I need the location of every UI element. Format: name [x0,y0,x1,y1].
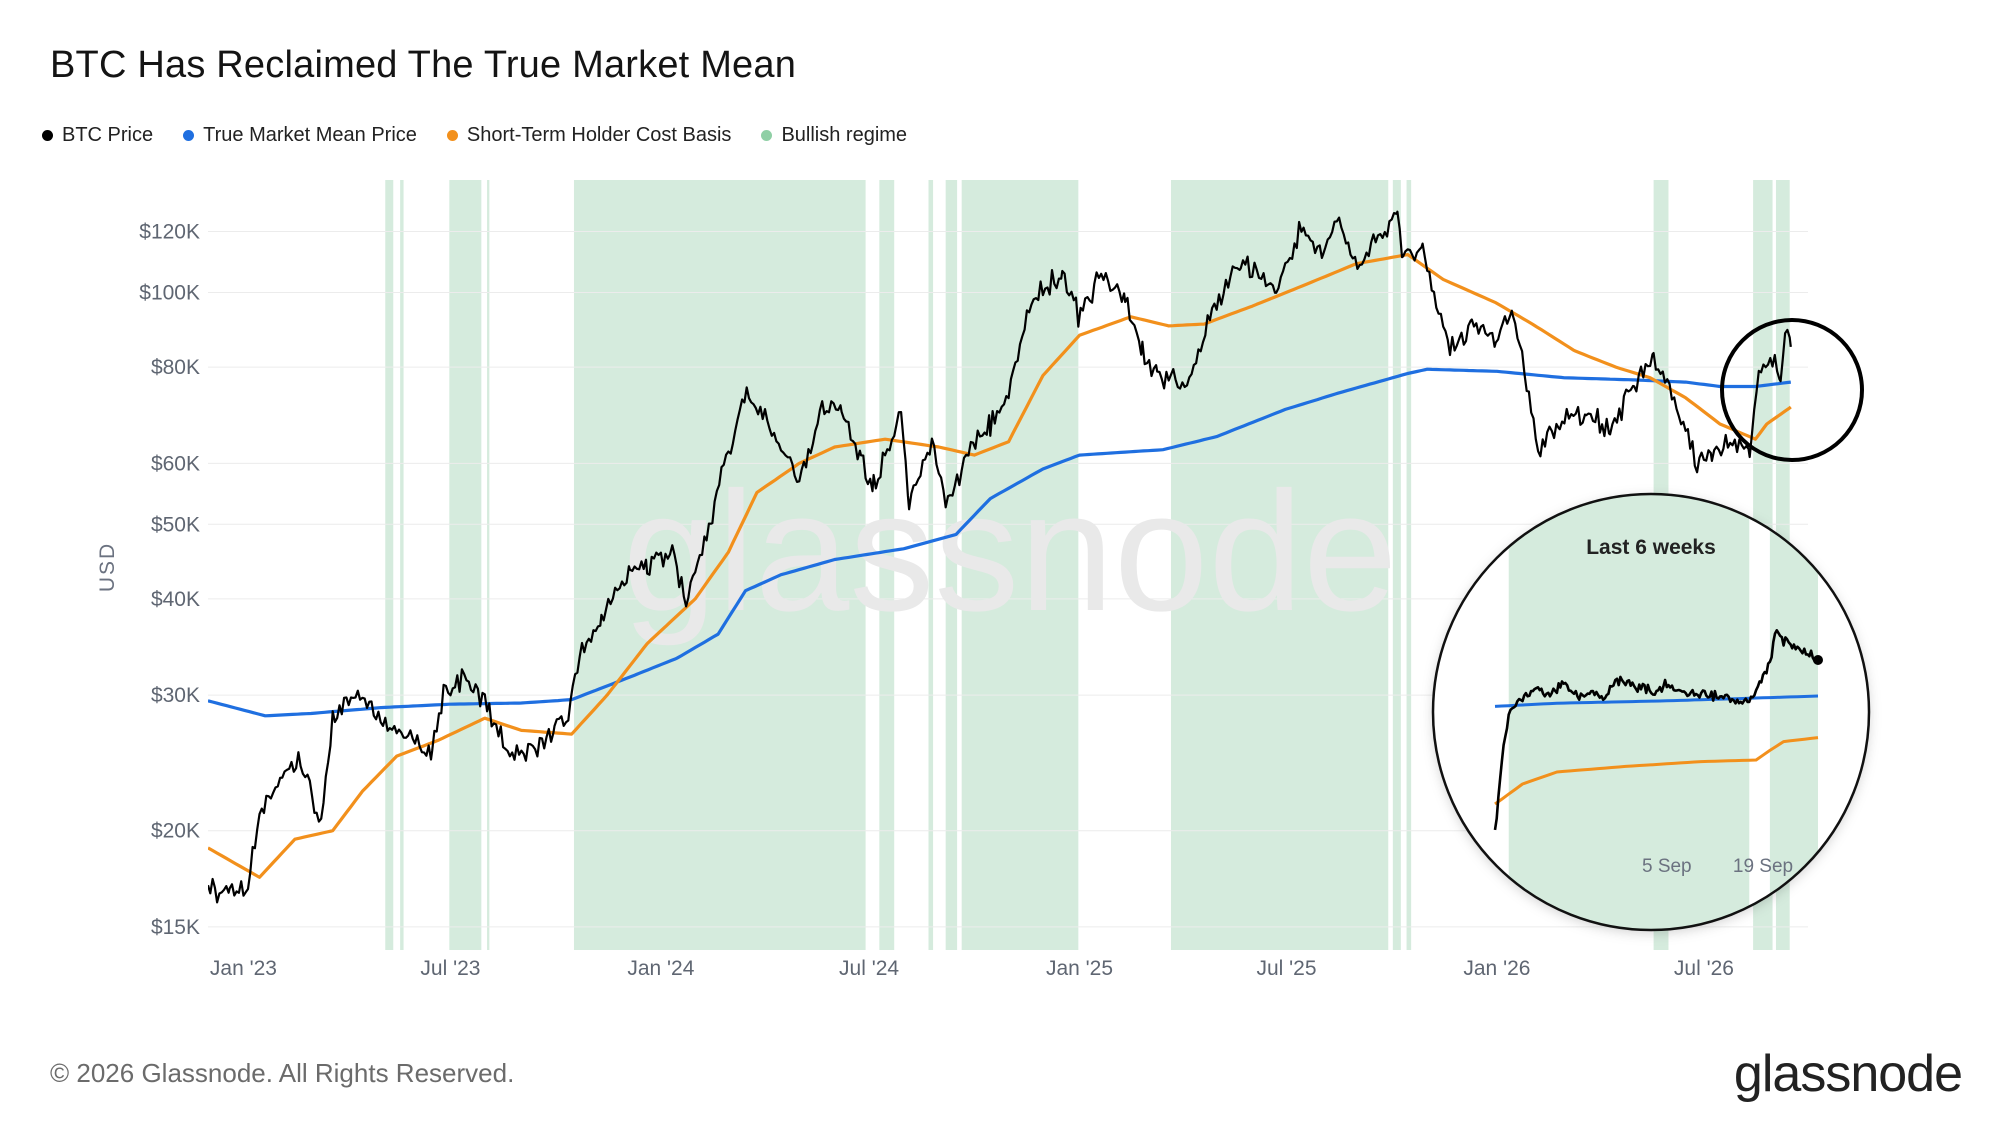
y-tick-label: $20K [151,820,200,843]
bullish-regime-band [400,180,404,950]
x-tick-label: Jul '24 [839,957,899,980]
highlight-circle [1720,318,1864,462]
y-tick-label: $15K [151,916,200,939]
legend-marker-icon [183,130,195,141]
y-tick-label: $40K [151,588,200,611]
watermark: glassnode [622,457,1397,647]
legend-item-sth-cost-basis[interactable]: Short-Term Holder Cost Basis [446,124,732,147]
inset-series-lines [1493,629,1823,831]
inset-bullish-band [1508,494,1750,930]
legend-marker-icon [42,130,53,141]
legend-label: True Market Mean Price [203,124,417,146]
bullish-regime-band [879,180,895,950]
inset-x-tick-label: 19 Sep [1733,856,1793,877]
inset-x-ticks: 5 Sep 19 Sep [1642,856,1793,877]
x-axis-ticks: Jan '23 Jul '23 Jan '24 Jul '24 Jan '25 Jul '… [210,957,1734,980]
x-tick-label: Jul '25 [1256,957,1316,980]
bullish-regime-band [945,180,958,950]
chart-legend: BTC Price True Market Mean Price Short-T… [42,124,937,147]
bullish-regime-band [928,180,934,950]
glassnode-logo[interactable]: glassnode [1733,1045,1963,1103]
inset-x-tick-label: 5 Sep [1642,856,1692,877]
legend-marker-icon [446,130,458,141]
copyright-footer: © 2026 Glassnode. All Rights Reserved. [50,1058,515,1088]
inset-bullish-bands [1508,494,1818,930]
bullish-regime-band [1392,180,1401,950]
y-axis-label: USD [96,542,119,592]
legend-item-btc-price[interactable]: BTC Price [42,124,153,147]
inset-bullish-band [1769,494,1818,930]
inset-border [1431,492,1871,932]
inset-zoom: 5 Sep 19 Sep Last 6 weeks [1431,492,1871,932]
x-tick-label: Jan '26 [1463,957,1530,980]
series-line-btc-price [208,210,1792,904]
y-tick-label: $60K [151,452,200,475]
y-tick-label: $100K [139,282,200,305]
x-tick-label: Jul '26 [1674,957,1734,980]
y-tick-label: $50K [151,513,200,536]
x-tick-label: Jan '23 [210,957,277,980]
y-axis-ticks: $15K $20K $30K $40K $50K $60K $80K $100K $120K [139,221,200,939]
series-line-true-market-mean-price [208,367,1791,718]
y-tick-label: $80K [151,356,200,379]
bullish-regime-band [449,180,482,950]
inset-title: Last 6 weeks [1586,536,1716,559]
x-tick-label: Jul '23 [420,957,480,980]
legend-label: Short-Term Holder Cost Basis [466,124,732,146]
legend-item-bullish-regime[interactable]: Bullish regime [761,124,907,147]
bullish-regime-band [1170,180,1389,950]
y-tick-label: $30K [151,684,200,707]
bullish-regime-band [961,180,1079,950]
x-tick-label: Jan '25 [1046,957,1113,980]
inset-series-line-btc-price [1493,629,1820,831]
x-tick-label: Jan '24 [627,957,694,980]
inset-last-price-marker [1813,655,1823,665]
legend-item-true-market-mean[interactable]: True Market Mean Price [183,124,417,147]
legend-label: BTC Price [62,124,154,146]
series-lines [208,210,1792,904]
legend-marker-icon [761,130,773,141]
chart-title: BTC Has Reclaimed The True Market Mean [50,44,797,86]
y-tick-label: $120K [139,221,200,244]
inset-series-line-true-market-mean-price [1494,694,1819,708]
legend-label: Bullish regime [781,124,908,146]
series-line-short-term-holder-cost-basis [208,253,1792,879]
bullish-regime-band [1406,180,1412,950]
bullish-regime-band [385,180,394,950]
inset-series-line-short-term-holder-cost-basis [1494,736,1819,806]
bullish-regime-band [487,180,490,950]
